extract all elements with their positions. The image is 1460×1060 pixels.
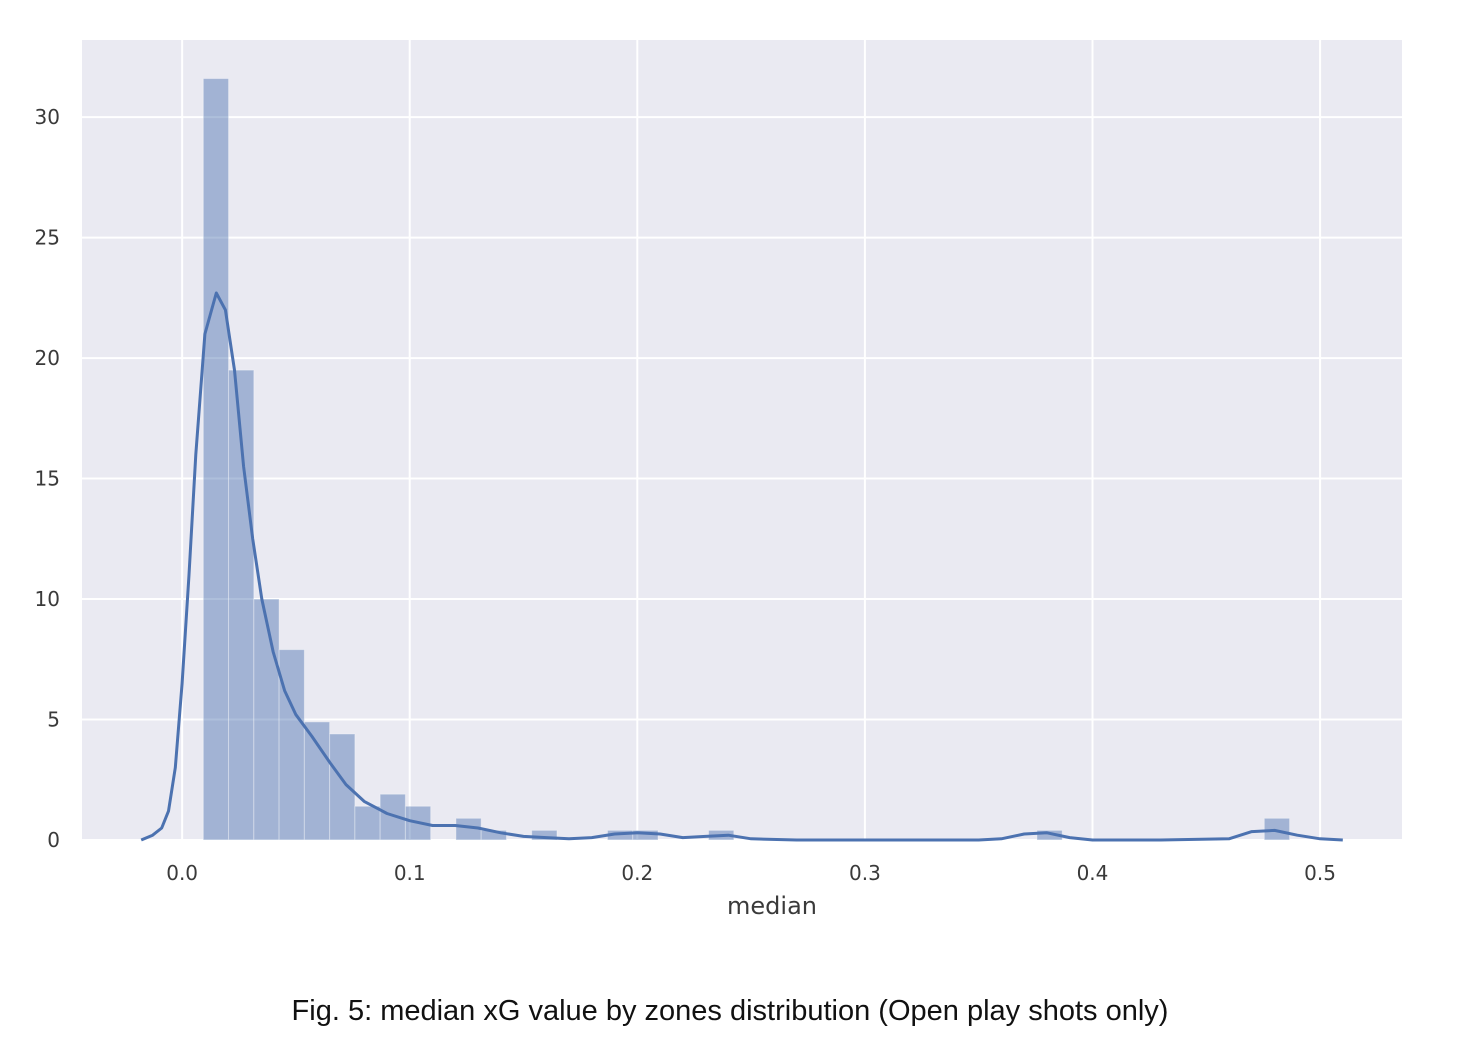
x-axis-ticks: 0.0 0.1 0.2 0.3 0.4 0.5 bbox=[166, 861, 1336, 885]
x-tick-label: 0.3 bbox=[849, 861, 881, 885]
histogram-bar bbox=[1263, 817, 1291, 841]
histogram-bar bbox=[253, 598, 280, 841]
y-tick-label: 15 bbox=[35, 467, 60, 491]
x-tick-label: 0.5 bbox=[1304, 861, 1336, 885]
density-curve bbox=[140, 291, 1343, 842]
y-tick-label: 30 bbox=[35, 105, 60, 129]
y-axis-ticks: 0 5 10 15 20 25 30 bbox=[35, 105, 60, 852]
y-tick-label: 0 bbox=[47, 828, 60, 852]
histogram-bar bbox=[278, 649, 305, 841]
x-tick-label: 0.1 bbox=[394, 861, 426, 885]
y-tick-label: 25 bbox=[35, 226, 60, 250]
histogram-bar bbox=[329, 733, 356, 841]
histogram-bar bbox=[531, 829, 558, 841]
x-tick-label: 0.2 bbox=[621, 861, 653, 885]
histogram-bar bbox=[202, 78, 230, 841]
histogram-bar bbox=[379, 793, 406, 841]
plot-area bbox=[82, 40, 1402, 840]
histogram-bar bbox=[354, 805, 381, 841]
x-tick-label: 0.4 bbox=[1077, 861, 1109, 885]
figure-caption: Fig. 5: median xG value by zones distrib… bbox=[291, 995, 1169, 1027]
histogram-bars bbox=[202, 78, 1291, 841]
x-tick-label: 0.0 bbox=[166, 861, 198, 885]
y-tick-label: 20 bbox=[35, 346, 60, 370]
y-tick-label: 10 bbox=[35, 587, 60, 611]
x-axis-label: median bbox=[727, 892, 817, 920]
histogram-chart: 0 5 10 15 20 25 30 0.0 0.1 0.2 0.3 0.4 0.5 median bbox=[35, 40, 1402, 920]
y-tick-label: 5 bbox=[47, 708, 60, 732]
histogram-bar bbox=[303, 721, 331, 841]
